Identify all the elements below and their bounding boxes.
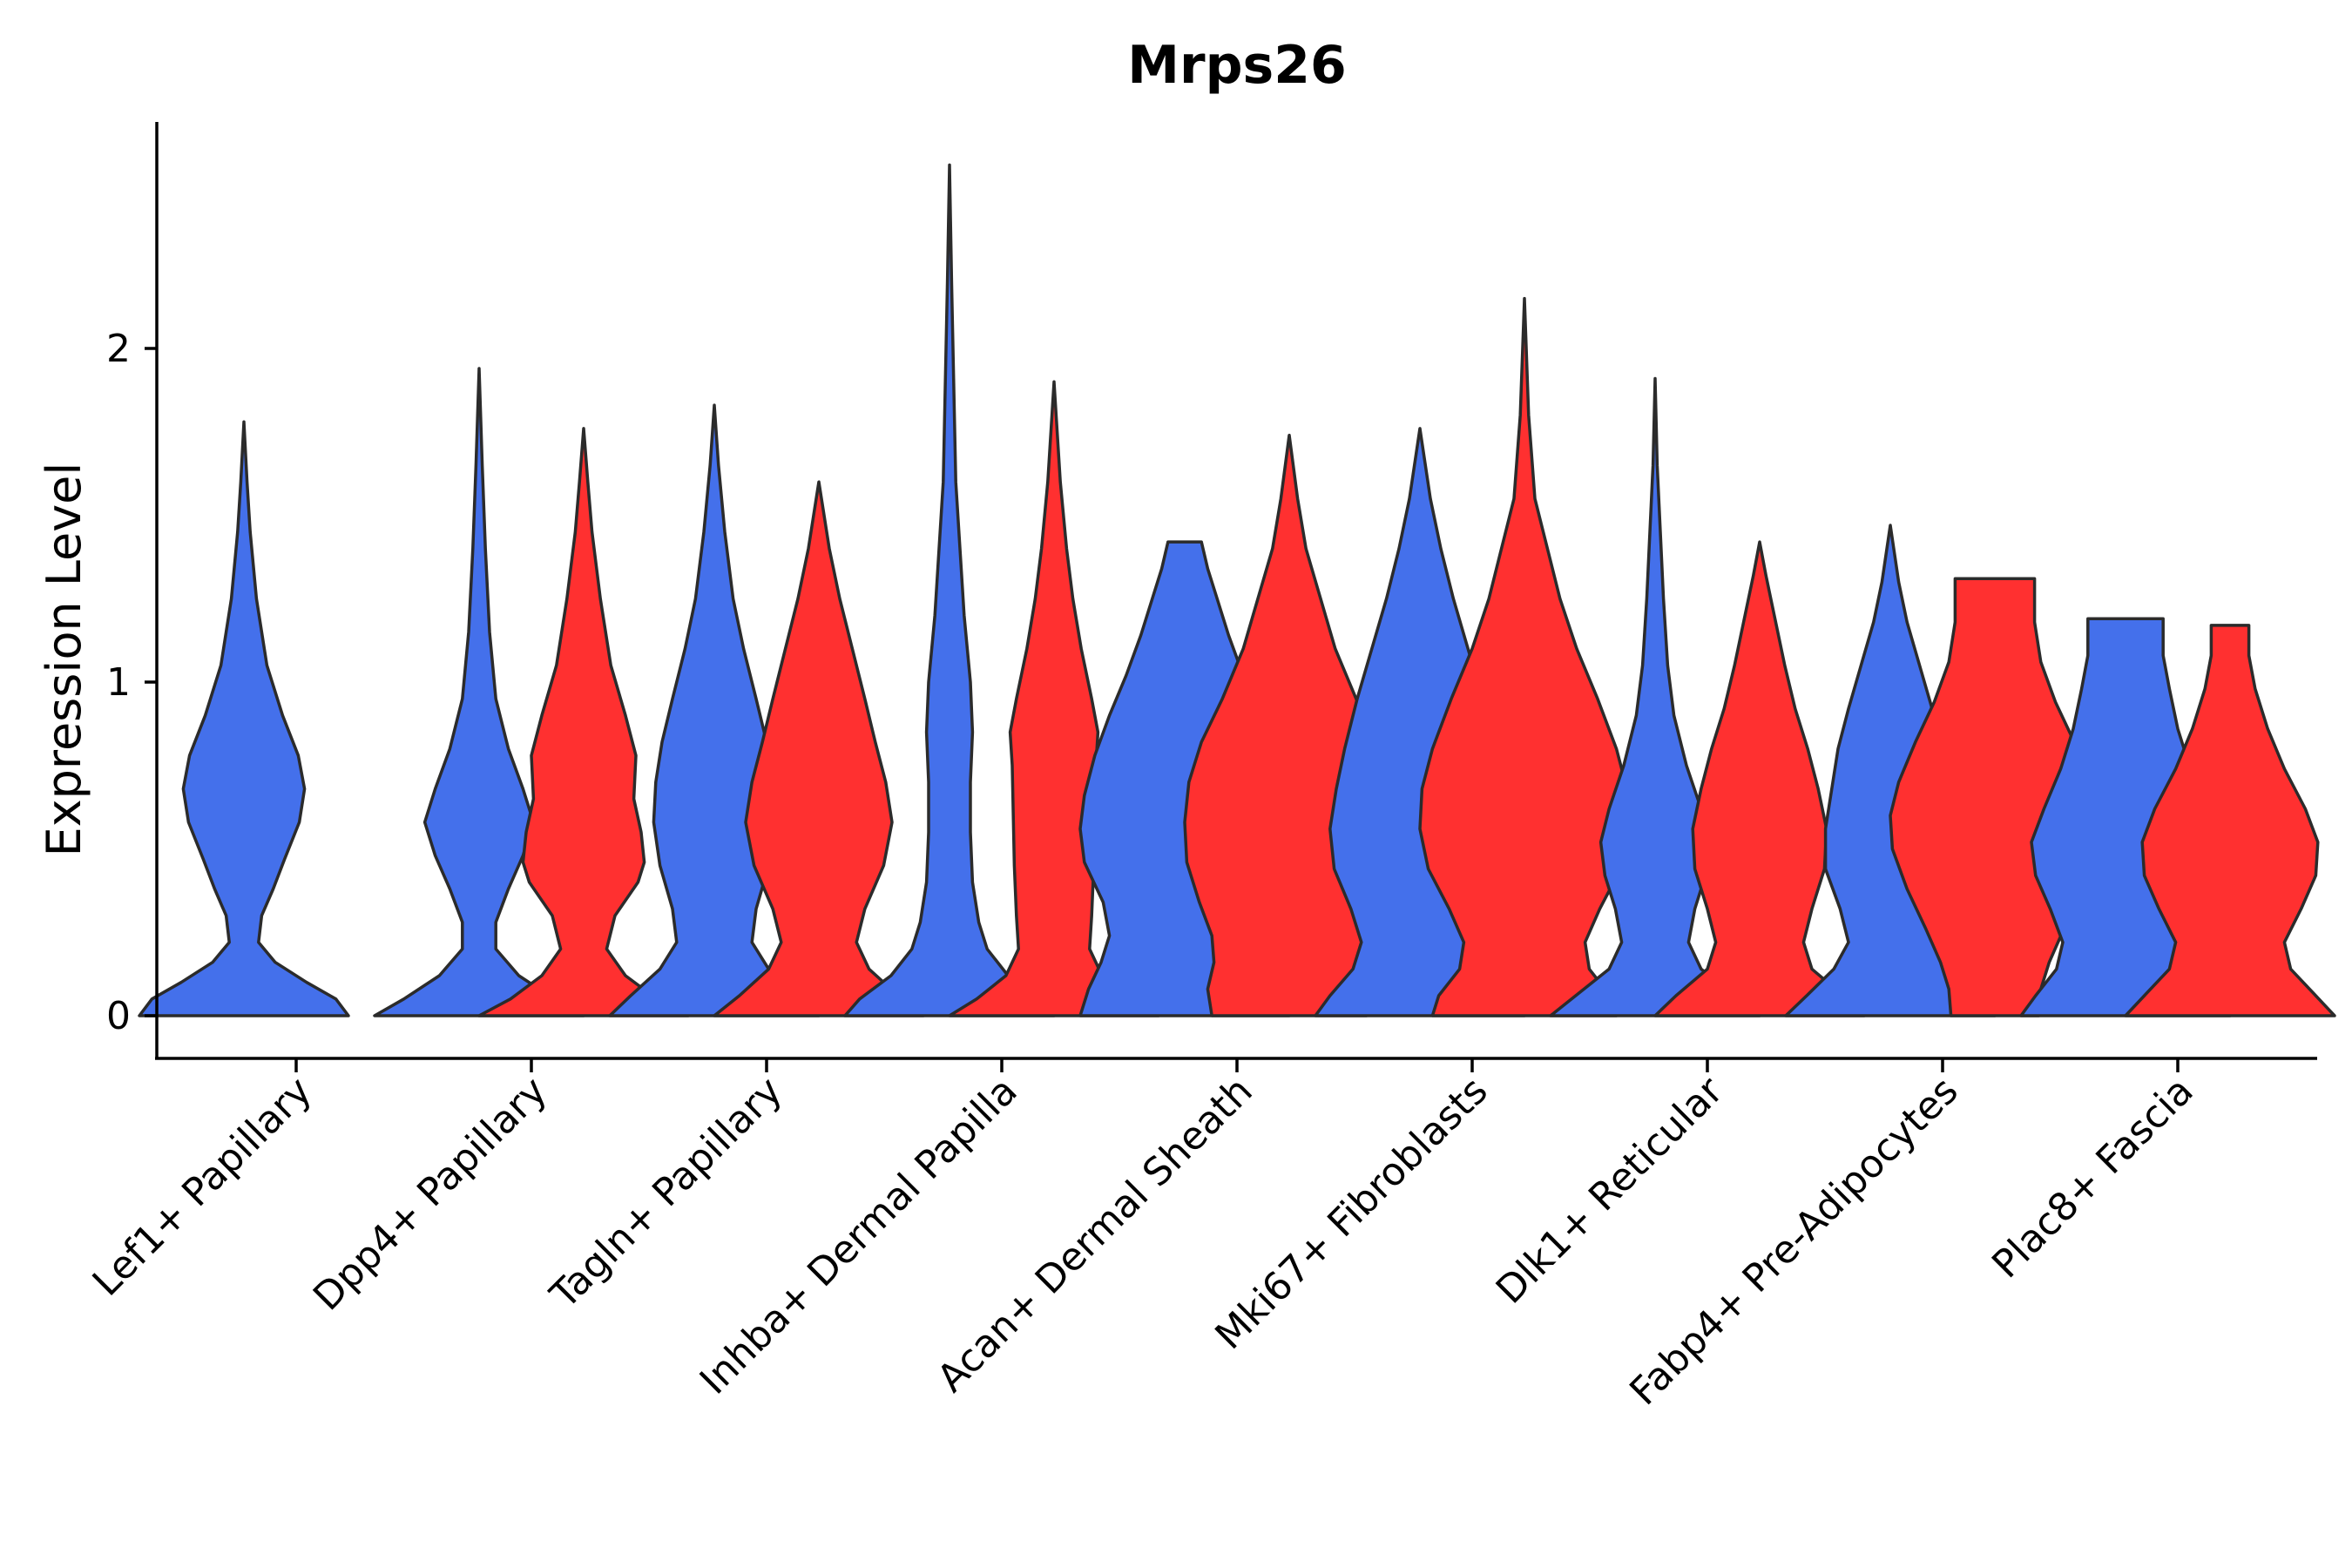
y-tick-label: 2 [106, 327, 131, 371]
violin-red-2 [477, 427, 690, 1017]
y-tick-label: 1 [106, 660, 131, 705]
x-category-label: Lef1+ Papillary [84, 1069, 321, 1305]
violin-blue-4 [843, 163, 1056, 1017]
x-category-label: Dlk1+ Reticular [1488, 1068, 1733, 1313]
violin-red-7 [1653, 540, 1866, 1017]
plot-area [138, 163, 2336, 1017]
violin-red-3 [713, 480, 925, 1017]
violin-red-9 [2124, 624, 2336, 1017]
y-axis-ticks: 0 1 2 [106, 327, 157, 1038]
x-category-label: Plac8+ Fascia [1984, 1069, 2202, 1288]
y-axis-label: Expression Level [37, 463, 91, 857]
x-category-label: Tagln+ Papillary [542, 1069, 791, 1318]
violin-blue-1 [138, 420, 350, 1017]
x-category-label: Mki67+ Fibroblasts [1206, 1069, 1496, 1358]
x-category-label: Dpp4+ Papillary [305, 1069, 556, 1320]
chart-title: Mrps26 [1127, 35, 1346, 96]
violin-blue-2 [373, 367, 585, 1017]
y-tick-label: 0 [106, 994, 131, 1038]
